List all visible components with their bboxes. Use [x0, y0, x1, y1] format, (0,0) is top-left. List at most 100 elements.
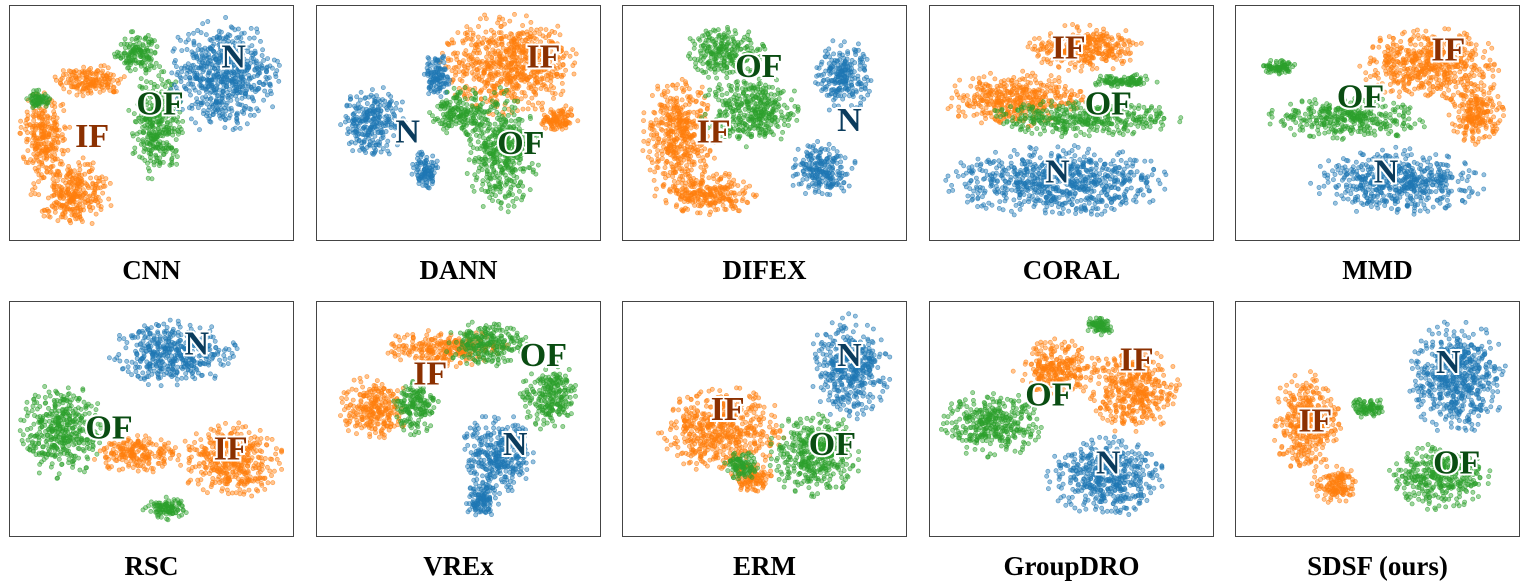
point-N — [178, 38, 183, 43]
point-IF — [546, 87, 552, 93]
point-OF — [698, 50, 704, 56]
point-OF — [720, 37, 725, 43]
point-IF — [675, 180, 681, 186]
point-IF — [31, 118, 37, 123]
point-IF — [538, 39, 543, 45]
point-N — [227, 33, 233, 38]
point-N — [268, 91, 274, 97]
point-IF — [652, 193, 658, 199]
point-N — [345, 131, 350, 136]
point-IF — [717, 183, 723, 189]
point-OF — [695, 57, 701, 63]
point-IF — [499, 54, 505, 59]
point-N — [350, 148, 356, 154]
point-OF — [442, 122, 448, 127]
point-N — [385, 122, 391, 128]
point-IF — [484, 54, 489, 60]
point-IF — [655, 156, 661, 162]
point-IF — [528, 26, 534, 32]
point-IF — [653, 117, 659, 123]
point-OF — [144, 53, 150, 58]
point-IF — [490, 112, 496, 117]
point-OF — [146, 168, 152, 174]
point-IF — [52, 209, 58, 215]
point-IF — [88, 66, 93, 71]
point-IF — [64, 80, 69, 86]
point-N — [375, 105, 381, 111]
point-OF — [713, 45, 719, 50]
point-IF — [679, 194, 685, 200]
point-N — [242, 91, 248, 97]
point-N — [244, 121, 250, 127]
point-N — [216, 36, 222, 41]
point-OF — [147, 100, 153, 106]
point-IF — [37, 136, 43, 142]
point-N — [226, 115, 232, 121]
point-N — [237, 84, 243, 90]
point-IF — [673, 132, 679, 138]
point-IF — [552, 91, 558, 97]
point-OF — [515, 98, 520, 104]
point-IF — [54, 183, 60, 189]
point-IF — [35, 157, 41, 163]
point-OF — [151, 144, 156, 150]
point-IF — [747, 183, 752, 189]
point-N — [367, 143, 373, 149]
point-IF — [77, 199, 83, 204]
point-IF — [88, 208, 93, 213]
point-N — [414, 161, 420, 167]
point-OF — [132, 67, 138, 72]
point-OF — [158, 102, 164, 108]
point-OF — [466, 157, 472, 163]
point-OF — [530, 169, 536, 175]
point-OF — [505, 113, 511, 118]
point-IF — [474, 56, 480, 62]
point-IF — [731, 177, 737, 183]
point-N — [189, 103, 195, 108]
point-OF — [45, 99, 51, 105]
point-IF — [717, 190, 723, 195]
point-N — [225, 94, 230, 99]
point-OF — [142, 158, 148, 163]
point-IF — [575, 118, 581, 124]
point-IF — [23, 120, 29, 126]
point-OF — [476, 159, 482, 165]
point-N — [232, 125, 238, 131]
point-OF — [146, 112, 152, 117]
point-N — [231, 84, 237, 90]
point-N — [223, 74, 229, 80]
point-OF — [714, 75, 719, 81]
point-N — [338, 122, 343, 128]
point-IF — [90, 181, 96, 187]
point-IF — [87, 204, 93, 209]
point-IF — [753, 192, 759, 198]
point-N — [258, 39, 263, 44]
point-IF — [90, 160, 96, 166]
point-IF — [531, 83, 536, 89]
point-OF — [699, 68, 705, 74]
point-IF — [80, 187, 86, 193]
point-IF — [54, 127, 60, 132]
point-IF — [487, 39, 492, 44]
cluster-OF — [24, 29, 186, 182]
point-IF — [99, 82, 105, 87]
point-OF — [42, 92, 48, 97]
point-N — [376, 97, 382, 102]
point-N — [178, 65, 184, 71]
point-OF — [164, 140, 170, 145]
point-IF — [540, 100, 545, 106]
point-OF — [497, 184, 503, 190]
point-N — [352, 110, 357, 116]
point-IF — [476, 24, 481, 29]
point-IF — [475, 34, 481, 40]
point-OF — [152, 49, 158, 55]
point-OF — [162, 84, 168, 89]
point-OF — [791, 88, 797, 94]
point-OF — [132, 149, 138, 155]
point-IF — [54, 191, 60, 197]
point-N — [200, 21, 206, 27]
point-N — [259, 53, 265, 58]
point-OF — [138, 76, 144, 81]
point-IF — [558, 92, 564, 97]
point-OF — [706, 74, 711, 80]
